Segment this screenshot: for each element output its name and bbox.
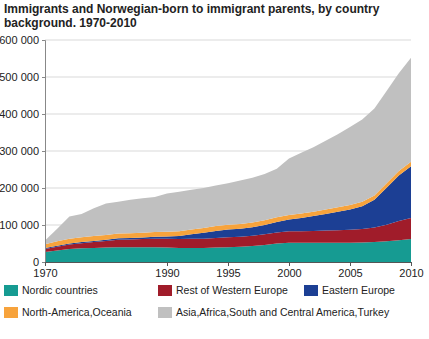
legend-label: Nordic countries (22, 284, 98, 296)
x-tick-label: 1970 (33, 267, 57, 279)
x-tick-mark (350, 262, 351, 266)
legend-item: Eastern Europe (304, 284, 395, 296)
legend: Nordic countries Rest of Western Europe Ea… (4, 284, 395, 318)
x-tick-label: 2010 (399, 267, 423, 279)
x-tick: 2005 (338, 262, 362, 279)
legend-swatch (4, 307, 18, 318)
y-tick: 400 000 (0, 108, 45, 120)
x-tick-mark (45, 262, 46, 266)
y-tick: 300 000 (0, 145, 45, 157)
legend-swatch (304, 285, 318, 296)
x-tick: 1990 (155, 262, 179, 279)
x-tick: 1970 (33, 262, 57, 279)
legend-swatch (4, 285, 18, 296)
legend-label: Rest of Western Europe (176, 284, 288, 296)
y-tick-label: 200 000 (0, 182, 39, 194)
y-tick-mark (42, 114, 45, 115)
x-tick-mark (228, 262, 229, 266)
y-tick-mark (42, 188, 45, 189)
x-tick-label: 2000 (277, 267, 301, 279)
legend-swatch (158, 285, 172, 296)
legend-label: North-America,Oceania (22, 306, 132, 318)
y-axis-line (42, 41, 46, 263)
legend-item: Nordic countries (4, 284, 98, 296)
y-tick-mark (42, 40, 45, 41)
y-axis: 0100 000200 000300 000400 000500 000600 … (0, 34, 46, 268)
y-tick: 100 000 (0, 219, 45, 231)
x-tick-mark (289, 262, 290, 266)
legend-item: North-America,Oceania (4, 306, 132, 318)
chart: Immigrants and Norwegian-born to immigra… (0, 0, 429, 339)
x-tick-label: 2005 (338, 267, 362, 279)
y-tick: 500 000 (0, 71, 45, 83)
y-tick-label: 300 000 (0, 145, 39, 157)
y-tick-label: 500 000 (0, 71, 39, 83)
legend-label: Eastern Europe (322, 284, 395, 296)
y-tick-label: 600 000 (0, 34, 39, 46)
legend-label: Asia,Africa,South and Central America,Tu… (176, 306, 390, 318)
area (45, 58, 411, 244)
y-tick-label: 100 000 (0, 219, 39, 231)
legend-item: Asia,Africa,South and Central America,Tu… (158, 306, 390, 318)
x-tick: 2000 (277, 262, 301, 279)
grid-line (45, 114, 411, 115)
x-axis: 1970 1990 1995 2000 2005 2010 (33, 262, 423, 279)
y-tick: 200 000 (0, 182, 45, 194)
y-tick-mark (42, 262, 45, 263)
x-axis-line (46, 263, 412, 267)
legend-item: Rest of Western Europe (158, 284, 288, 296)
y-tick-mark (42, 77, 45, 78)
grid (45, 40, 411, 262)
x-tick-label: 1990 (155, 267, 179, 279)
plot: 0100 000200 000300 000400 000500 000600 … (0, 34, 424, 279)
legend-swatch (158, 307, 172, 318)
x-tick-label: 1995 (216, 267, 240, 279)
y-tick-mark (42, 151, 45, 152)
title: Immigrants and Norwegian-born to immigra… (4, 2, 383, 30)
y-tick-mark (42, 225, 45, 226)
x-tick-mark (411, 262, 412, 266)
x-tick: 2010 (399, 262, 423, 279)
y-tick: 600 000 (0, 34, 45, 46)
x-tick: 1995 (216, 262, 240, 279)
x-tick-mark (167, 262, 168, 266)
y-tick-label: 400 000 (0, 108, 39, 120)
grid-line (45, 77, 411, 78)
areas (45, 58, 411, 262)
grid-line (45, 40, 411, 41)
